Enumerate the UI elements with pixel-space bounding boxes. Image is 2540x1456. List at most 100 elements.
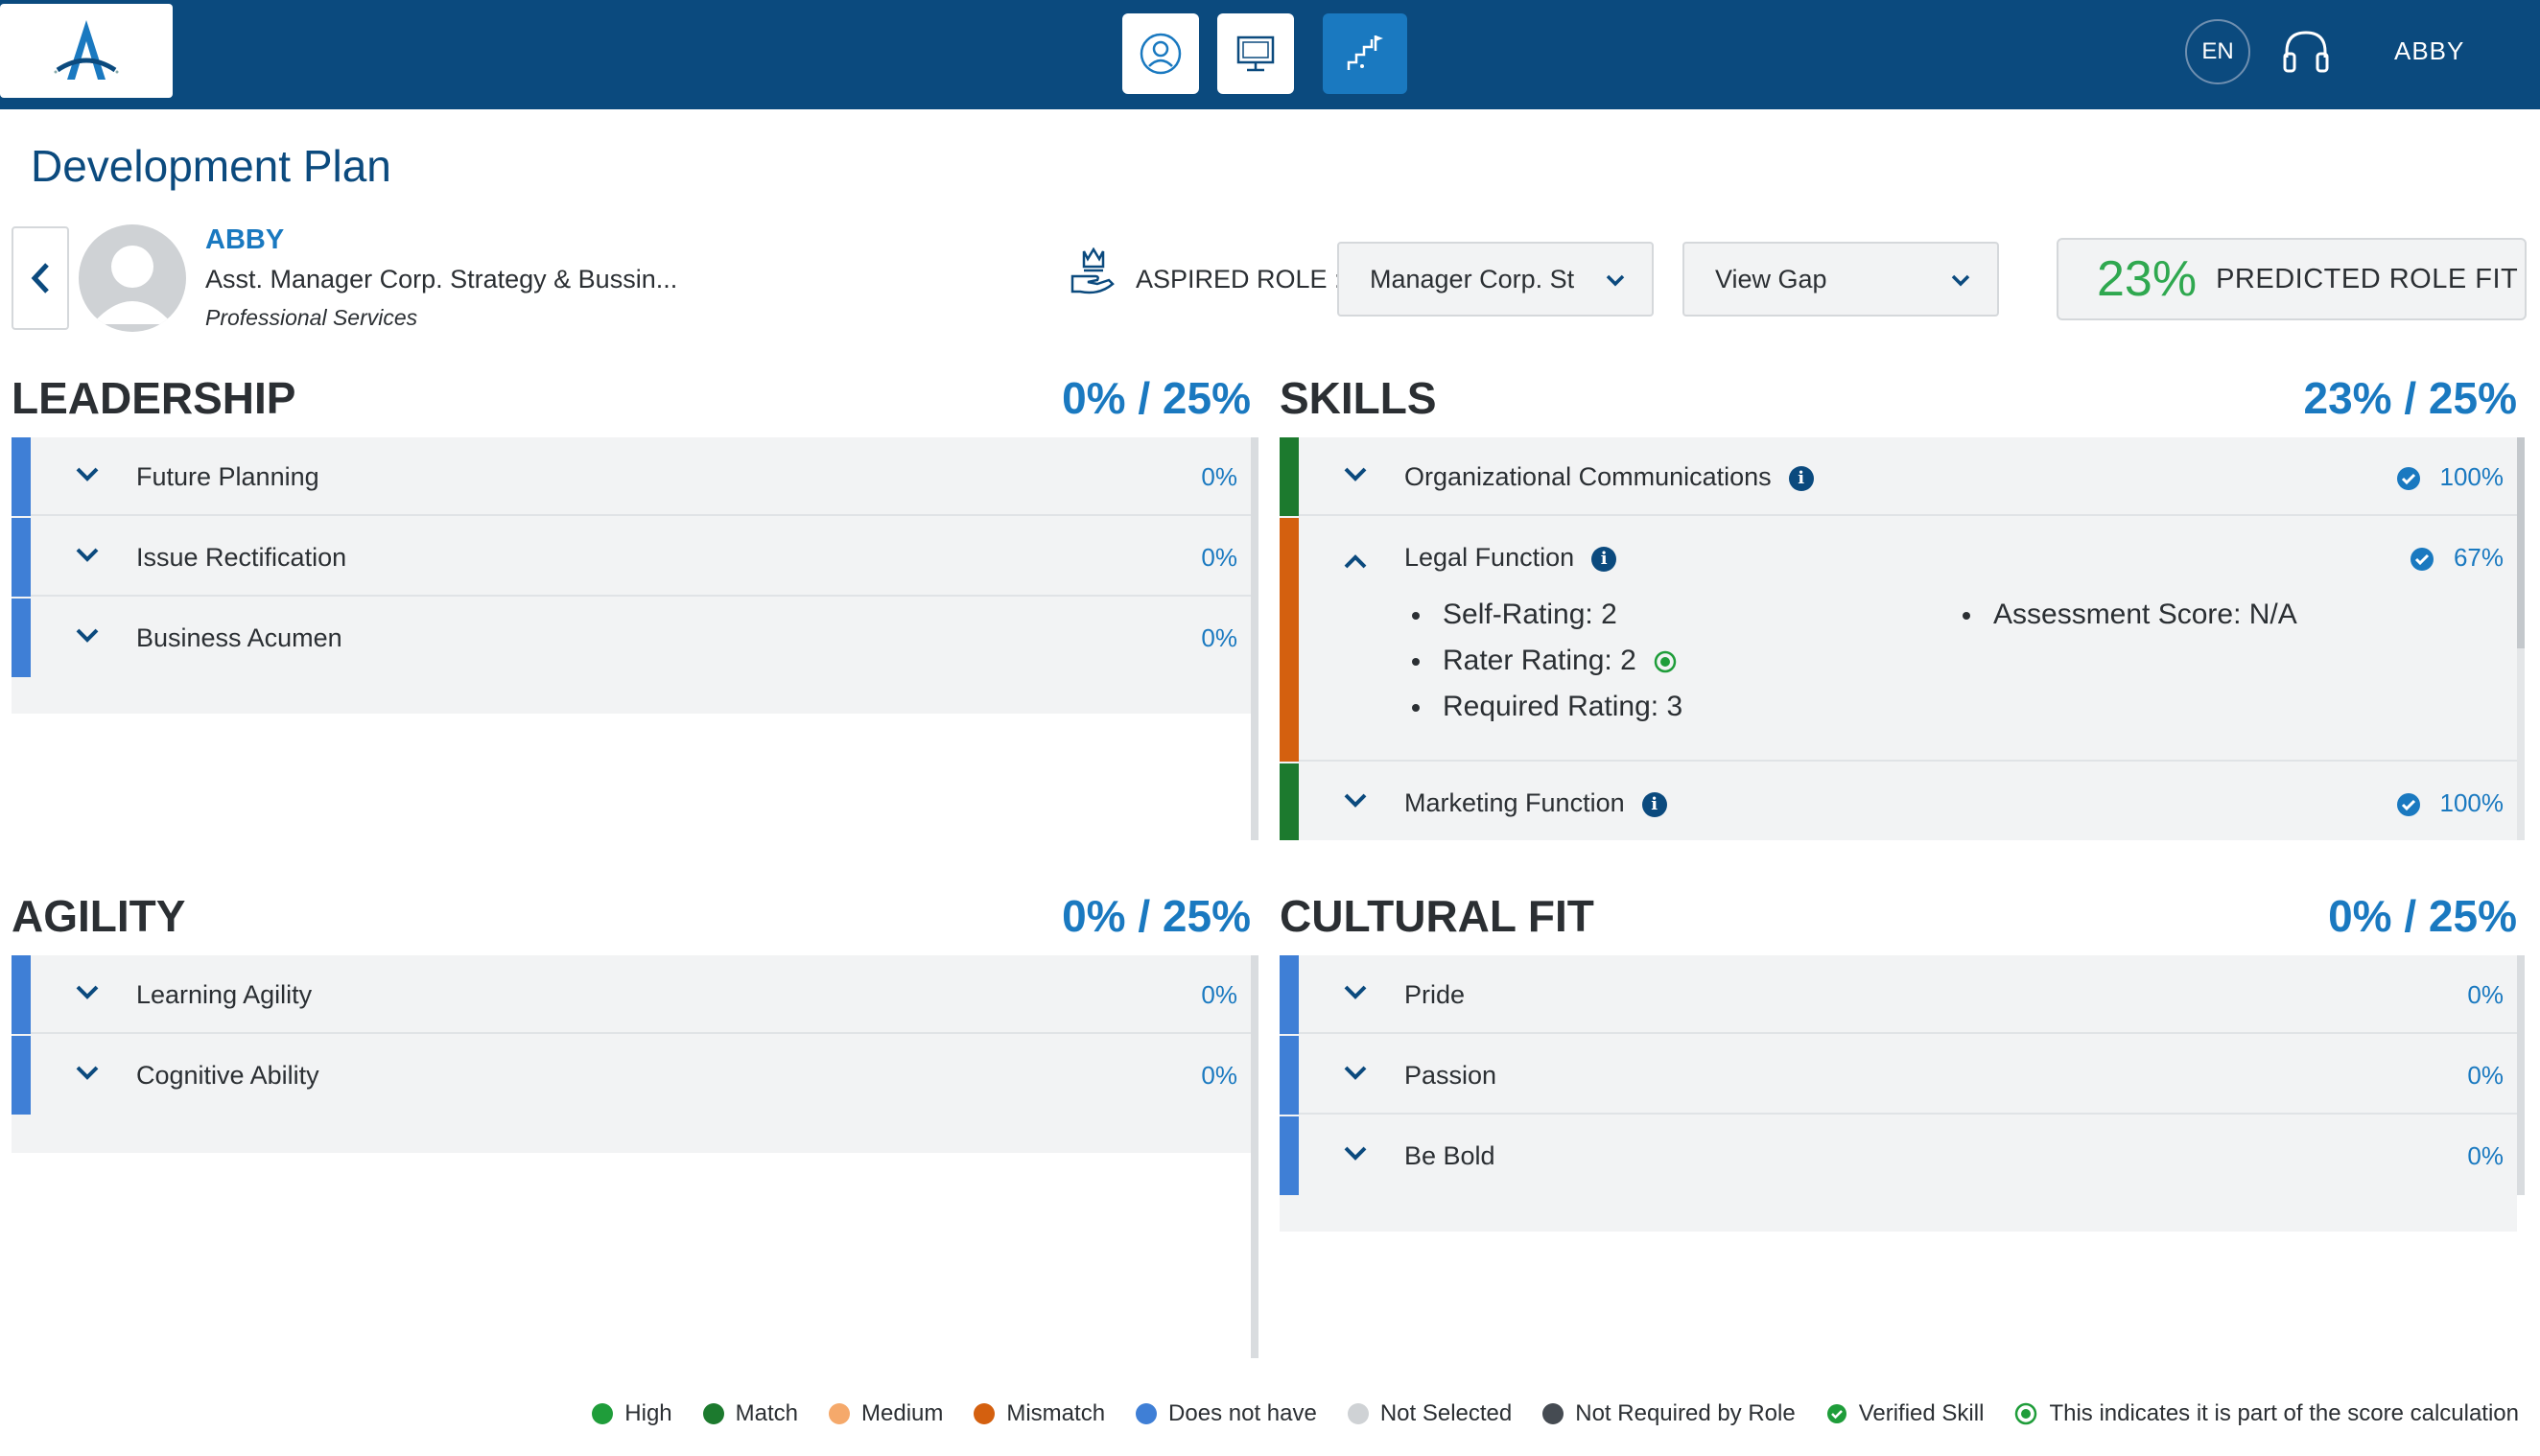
competency-percent: 100% [2396, 462, 2504, 492]
competency-row[interactable]: Passion 0% [1280, 1036, 2517, 1115]
aspired-role-value: Manager Corp. St [1370, 264, 1575, 294]
competency-row[interactable]: Business Acumen 0% [12, 599, 1251, 677]
aspired-role-label: ASPIRED ROLE : [1136, 265, 1342, 294]
chevron-down-icon[interactable] [75, 625, 100, 646]
competency-label: Business Acumen [136, 623, 342, 652]
monitor-icon [1236, 35, 1275, 72]
competency-row[interactable]: Organizational Communications i 100% [1280, 437, 2517, 516]
chevron-down-icon[interactable] [1343, 1063, 1368, 1084]
leadership-title: LEADERSHIP [12, 373, 296, 423]
cultural-fit-panel: Pride 0% Passion 0% Be Bold 0% [1280, 955, 2517, 1232]
avatar [79, 224, 186, 332]
chevron-down-icon[interactable] [75, 1063, 100, 1084]
legend-item-score-calculation: This indicates it is part of the score c… [2014, 1400, 2519, 1427]
chevron-down-icon[interactable] [75, 982, 100, 1003]
status-bar [12, 599, 31, 677]
employee-role: Asst. Manager Corp. Strategy & Bussin... [205, 265, 678, 294]
skills-panel: Organizational Communications i 100% Lega… [1280, 437, 2517, 840]
company-logo[interactable] [0, 4, 173, 98]
logo-icon [54, 20, 119, 80]
competency-percent: 0% [2467, 1141, 2504, 1170]
chevron-down-icon[interactable] [75, 545, 100, 566]
chevron-left-icon [31, 263, 49, 294]
not-selected-swatch-icon [1347, 1403, 1369, 1424]
competency-label: Marketing Function i [1404, 788, 1667, 818]
user-circle-icon [1140, 33, 1182, 75]
support-headset-icon[interactable] [2279, 25, 2333, 79]
leadership-score: 0% / 25% [1062, 373, 1251, 423]
agility-title: AGILITY [12, 891, 186, 941]
chevron-down-icon[interactable] [1343, 790, 1368, 811]
top-bar: EN ABBY [0, 0, 2540, 109]
competency-row-expanded[interactable]: Legal Function i 67% Self-Rating: 2 Rater… [1280, 518, 2517, 762]
competency-row[interactable]: Issue Rectification 0% [12, 518, 1251, 597]
competency-row[interactable]: Pride 0% [1280, 955, 2517, 1034]
page-title: Development Plan [31, 141, 391, 191]
verified-check-icon [2396, 467, 2420, 491]
back-button[interactable] [12, 226, 69, 330]
competency-label: Issue Rectification [136, 543, 347, 572]
legend-item-does-not-have: Does not have [1136, 1400, 1317, 1427]
profile-nav-button[interactable] [1122, 13, 1199, 94]
leadership-scrollbar[interactable] [1251, 437, 1258, 840]
competency-percent: 0% [1201, 462, 1237, 491]
competency-row[interactable]: Cognitive Ability 0% [12, 1036, 1251, 1115]
does-not-have-swatch-icon [1136, 1403, 1158, 1424]
competency-row[interactable]: Learning Agility 0% [12, 955, 1251, 1034]
legend-item-verified: Verified Skill [1826, 1400, 1984, 1427]
skills-score: 23% / 25% [2303, 373, 2517, 423]
skills-scroll-thumb[interactable] [2517, 437, 2525, 648]
status-bar [1280, 763, 1299, 840]
competency-row[interactable]: Be Bold 0% [1280, 1116, 2517, 1195]
legend-item-not-selected: Not Selected [1347, 1400, 1512, 1427]
development-plan-nav-button[interactable] [1323, 13, 1407, 94]
training-nav-button[interactable] [1217, 13, 1294, 94]
chevron-down-icon[interactable] [1343, 982, 1368, 1003]
chevron-down-icon [1606, 274, 1625, 287]
legend: High Match Medium Mismatch Does not have… [592, 1397, 2519, 1430]
legend-item-match: Match [702, 1400, 798, 1427]
competency-percent: 100% [2396, 788, 2504, 818]
chevron-down-icon[interactable] [1343, 464, 1368, 485]
competency-percent: 0% [1201, 623, 1237, 652]
assessment-score: Assessment Score: N/A [1963, 599, 2297, 631]
chevron-down-icon[interactable] [75, 464, 100, 485]
status-bar [1280, 1036, 1299, 1115]
verified-check-icon [2396, 793, 2420, 817]
chevron-up-icon[interactable] [1343, 551, 1368, 572]
mismatch-swatch-icon [974, 1403, 996, 1424]
competency-percent: 0% [2467, 980, 2504, 1009]
language-button[interactable]: EN [2185, 19, 2250, 84]
info-icon[interactable]: i [1788, 465, 1814, 491]
view-gap-select[interactable]: View Gap [1682, 242, 1999, 317]
high-swatch-icon [592, 1403, 614, 1424]
agility-scrollbar[interactable] [1251, 955, 1258, 1358]
status-bar [12, 518, 31, 597]
cultural-fit-scrollbar[interactable] [2517, 955, 2525, 1195]
chevron-down-icon[interactable] [1343, 1143, 1368, 1164]
status-bar [12, 1036, 31, 1115]
competency-label: Learning Agility [136, 980, 313, 1009]
view-gap-value: View Gap [1715, 264, 1827, 294]
employee-name[interactable]: ABBY [205, 224, 285, 255]
predicted-role-fit-percent: 23% [2097, 251, 2198, 307]
info-icon[interactable]: i [1641, 791, 1667, 817]
legend-item-not-required: Not Required by Role [1542, 1400, 1796, 1427]
competency-label: Future Planning [136, 462, 319, 491]
status-bar [1280, 955, 1299, 1034]
info-icon[interactable]: i [1591, 546, 1617, 572]
rater-rating: Rater Rating: 2 [1412, 645, 1677, 677]
verified-check-icon [1826, 1404, 1846, 1423]
user-menu[interactable]: ABBY [2394, 36, 2465, 65]
competency-row[interactable]: Marketing Function i 100% [1280, 763, 2517, 840]
score-calculation-icon [2015, 1402, 2037, 1425]
self-rating: Self-Rating: 2 [1412, 599, 1617, 631]
competency-percent: 0% [1201, 1061, 1237, 1090]
status-bar [1280, 1116, 1299, 1195]
competency-label: Cognitive Ability [136, 1061, 319, 1090]
competency-row[interactable]: Future Planning 0% [12, 437, 1251, 516]
career-stairs-icon [1347, 35, 1383, 70]
status-bar [12, 955, 31, 1034]
aspired-role-select[interactable]: Manager Corp. St [1337, 242, 1654, 317]
skills-scrollbar[interactable] [2517, 437, 2525, 840]
